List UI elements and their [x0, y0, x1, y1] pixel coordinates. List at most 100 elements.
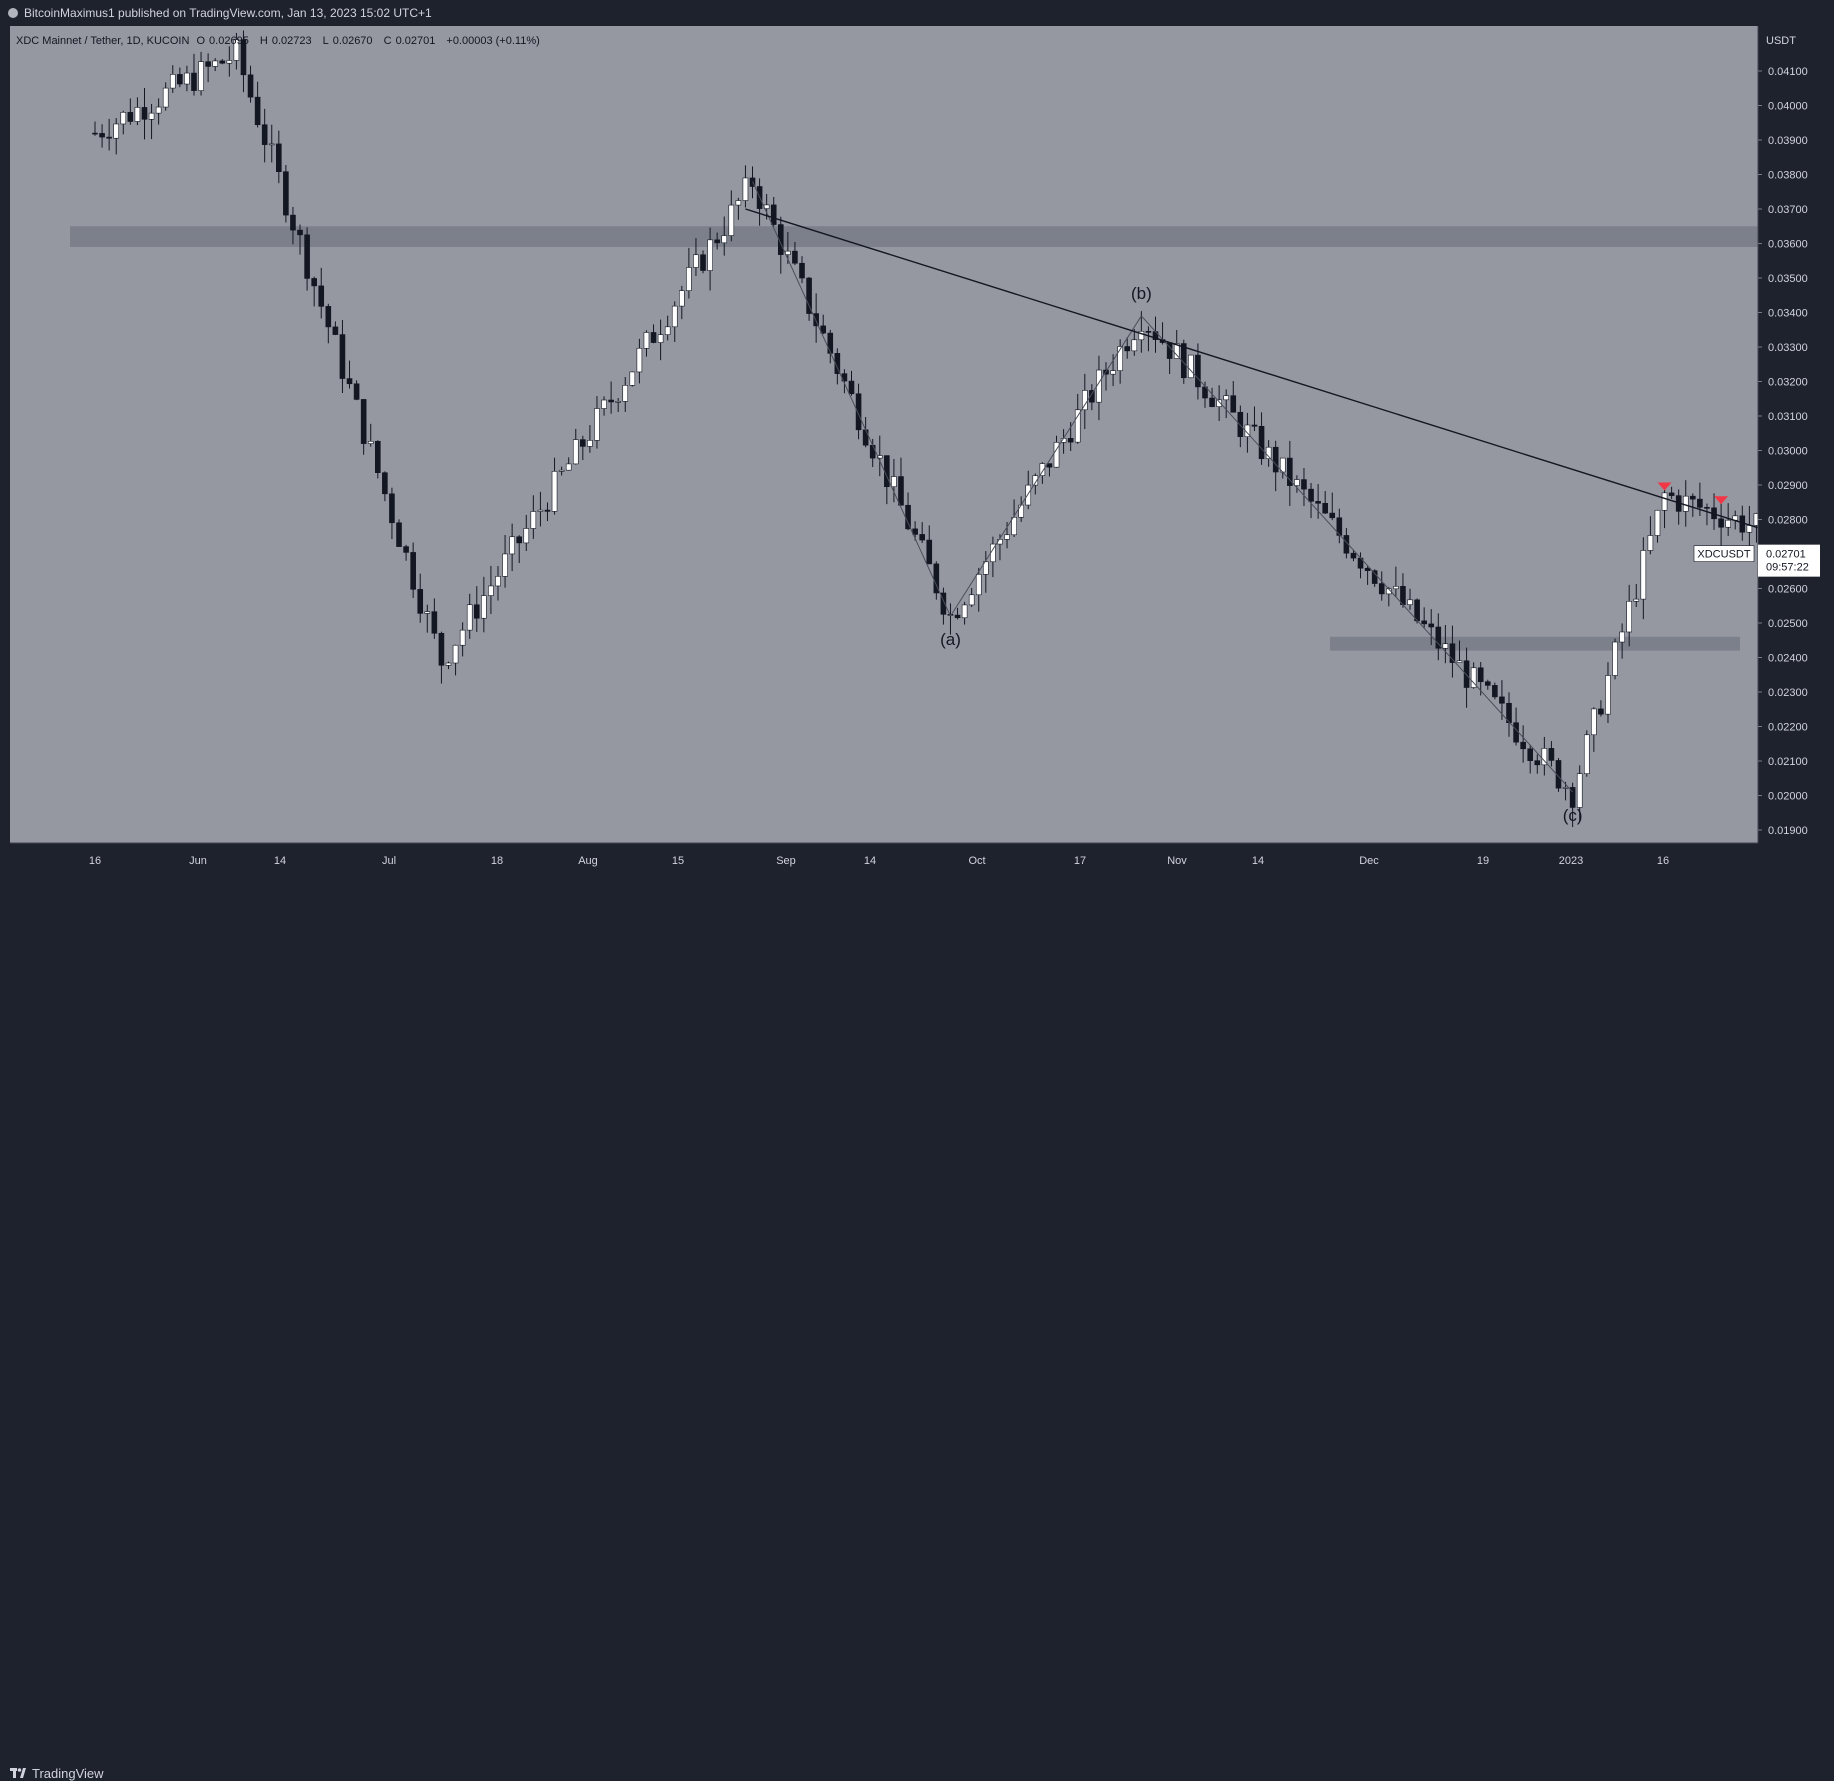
candle [1619, 631, 1625, 643]
candle [92, 132, 98, 135]
time-tick-label: Oct [968, 855, 985, 867]
resistance-zone [70, 226, 1758, 247]
candle [155, 106, 162, 114]
price-chart[interactable]: (a) (b) (c) USDT 0.04100 0.04000 0.03900 0.0380… [0, 0, 1834, 909]
candle [367, 441, 374, 444]
price-axis-currency: USDT [1766, 35, 1796, 47]
candle [1131, 339, 1138, 352]
last-price-value: 0.02701 [1766, 549, 1806, 561]
candle [1145, 331, 1152, 333]
candle [714, 239, 720, 244]
wave-line [950, 315, 1142, 617]
legend-close-value: 0.02701 [395, 35, 436, 47]
candle [742, 177, 749, 201]
publisher-bar: BitcoinMaximus1 published on TradingView… [0, 0, 1834, 26]
candle [1124, 346, 1131, 352]
legend-low-label: L [322, 35, 329, 47]
candle [261, 124, 268, 145]
candle [792, 250, 798, 264]
candle [1527, 748, 1534, 761]
candle [1089, 390, 1095, 403]
candle [572, 439, 579, 465]
tradingview-brand[interactable]: TradingView [32, 1766, 104, 1781]
candle [523, 528, 530, 544]
candle [1421, 620, 1427, 625]
time-tick-label: 19 [1477, 855, 1489, 867]
candle [276, 143, 282, 172]
tradingview-logo-icon[interactable] [10, 1765, 26, 1781]
price-tick-label: 0.03700 [1768, 204, 1808, 216]
candle [127, 112, 134, 122]
time-tick-label: 18 [491, 855, 503, 867]
candle [389, 493, 395, 524]
candle [891, 476, 897, 488]
candle [1718, 518, 1724, 528]
candle [297, 229, 303, 236]
candle [184, 72, 190, 85]
candle [1209, 397, 1215, 407]
candle [1605, 675, 1611, 715]
chart-legend: XDC Mainnet / Tether, 1D, KUCOIN O 0.0269… [16, 35, 544, 47]
price-tick-label: 0.02300 [1768, 687, 1808, 699]
candle [382, 472, 388, 495]
candle [686, 267, 692, 291]
candle [799, 262, 805, 279]
candle [558, 469, 565, 472]
price-axis[interactable] [1758, 26, 1834, 843]
candle [1046, 463, 1053, 468]
candle [99, 133, 105, 138]
candle [403, 546, 409, 553]
wave-label-c: (c) [1563, 806, 1583, 825]
candle [1484, 681, 1491, 686]
candle [1513, 722, 1519, 743]
candle [396, 522, 402, 547]
candle [827, 332, 834, 354]
legend-low-value: 0.02670 [332, 35, 373, 47]
wave-label-a: (a) [940, 630, 961, 649]
time-axis[interactable] [0, 843, 1834, 881]
candle [473, 604, 480, 619]
candle [1378, 583, 1385, 595]
last-price-tag[interactable] [1758, 544, 1820, 577]
candle [502, 553, 508, 577]
time-tick-label: 14 [1252, 855, 1264, 867]
candle [622, 385, 629, 402]
candle [339, 334, 346, 379]
candle [417, 589, 424, 614]
candle [1633, 598, 1640, 602]
candle [1025, 484, 1032, 506]
publisher-text: BitcoinMaximus1 published on TradingView… [24, 6, 432, 20]
price-tick-label: 0.02400 [1768, 653, 1808, 665]
candle [233, 39, 240, 61]
candle [975, 574, 982, 596]
candle [601, 399, 607, 409]
rejection-marker [1657, 482, 1672, 491]
legend-symbol[interactable]: XDC Mainnet / Tether, 1D, KUCOIN [16, 35, 190, 47]
candle [169, 74, 176, 89]
legend-high-value: 0.02723 [271, 35, 312, 47]
candle [410, 552, 416, 590]
candle [1138, 331, 1145, 341]
candle [1287, 457, 1293, 486]
candle [1294, 479, 1300, 486]
candle [247, 74, 254, 98]
candle [615, 401, 621, 403]
candle [770, 204, 777, 225]
candle [1251, 424, 1258, 427]
candle [1301, 479, 1307, 490]
footer-bar: TradingView [0, 881, 1834, 1781]
candle [311, 278, 317, 287]
candle [1661, 492, 1668, 511]
candle [212, 60, 218, 67]
candle [191, 72, 197, 91]
candle [707, 239, 713, 271]
candle [728, 204, 735, 236]
candle [876, 455, 883, 459]
price-tick-label: 0.03900 [1768, 135, 1808, 147]
candle [650, 332, 657, 343]
candle [643, 332, 650, 349]
candle [374, 441, 381, 473]
candle [304, 234, 310, 279]
candle [134, 107, 141, 122]
wave-line [752, 181, 951, 617]
